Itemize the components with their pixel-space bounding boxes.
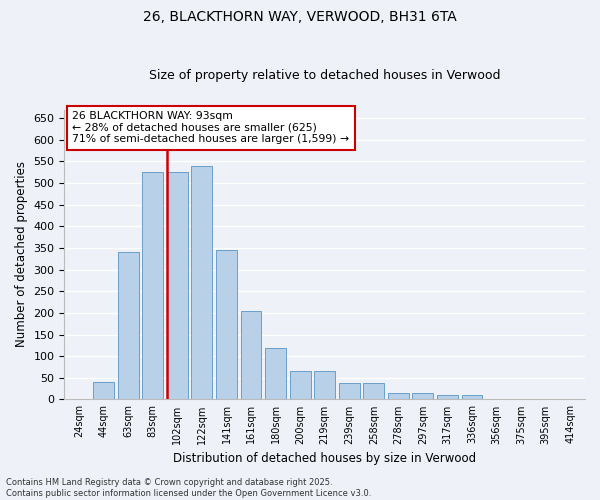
Bar <box>167 172 188 400</box>
Text: 26 BLACKTHORN WAY: 93sqm
← 28% of detached houses are smaller (625)
71% of semi-: 26 BLACKTHORN WAY: 93sqm ← 28% of detach… <box>72 111 349 144</box>
Bar <box>69 398 89 400</box>
Bar <box>241 310 262 400</box>
Bar <box>388 393 409 400</box>
Bar <box>93 382 114 400</box>
Text: Contains HM Land Registry data © Crown copyright and database right 2025.
Contai: Contains HM Land Registry data © Crown c… <box>6 478 371 498</box>
Title: Size of property relative to detached houses in Verwood: Size of property relative to detached ho… <box>149 69 500 82</box>
Bar <box>560 398 581 400</box>
Bar <box>486 398 507 400</box>
Bar <box>364 384 384 400</box>
Bar <box>314 372 335 400</box>
Text: 26, BLACKTHORN WAY, VERWOOD, BH31 6TA: 26, BLACKTHORN WAY, VERWOOD, BH31 6TA <box>143 10 457 24</box>
Y-axis label: Number of detached properties: Number of detached properties <box>15 162 28 348</box>
Bar <box>437 394 458 400</box>
Bar <box>412 393 433 400</box>
Bar <box>216 250 237 400</box>
Bar <box>118 252 139 400</box>
Bar <box>191 166 212 400</box>
Bar <box>142 172 163 400</box>
Bar <box>535 398 556 400</box>
Bar <box>511 398 532 400</box>
Bar <box>265 348 286 400</box>
Bar <box>461 394 482 400</box>
Bar <box>339 384 359 400</box>
Bar <box>290 372 311 400</box>
X-axis label: Distribution of detached houses by size in Verwood: Distribution of detached houses by size … <box>173 452 476 465</box>
